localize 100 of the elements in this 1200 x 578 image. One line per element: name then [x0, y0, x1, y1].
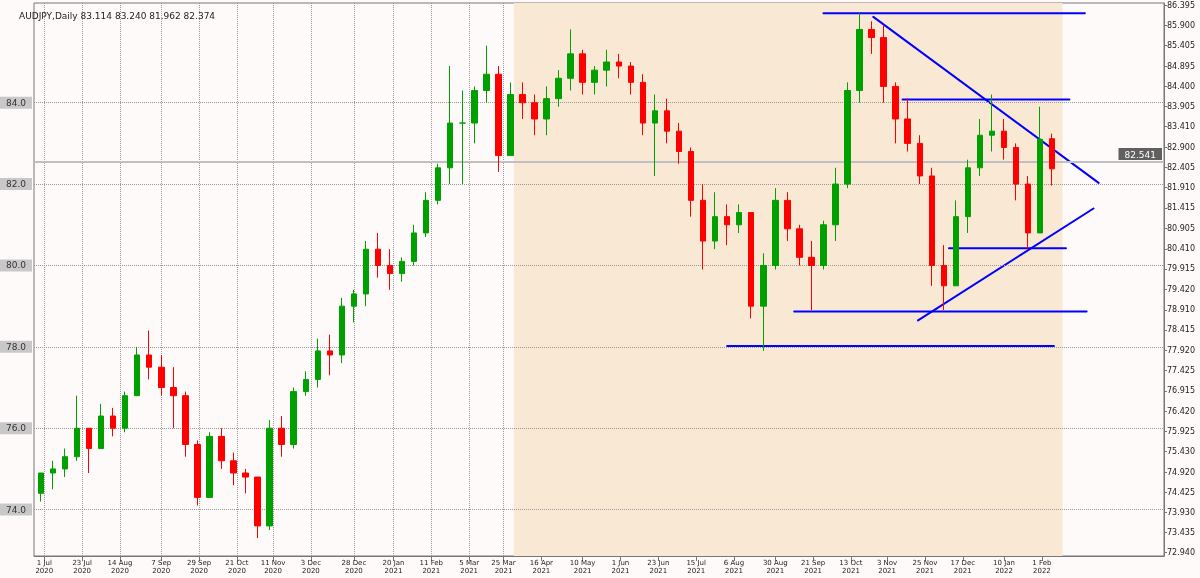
- y-tick-label: 85.405: [1167, 41, 1195, 51]
- y-tick-label: 74.920: [1167, 467, 1195, 477]
- candlestick: [471, 85, 478, 144]
- candlestick: [832, 167, 839, 242]
- candlestick: [278, 415, 285, 458]
- ref-line-label: 82.0: [5, 179, 27, 190]
- candlestick: [254, 476, 261, 539]
- y-tick-label: 73.435: [1167, 528, 1195, 538]
- y-tick-label: 78.910: [1167, 305, 1195, 315]
- candlestick: [724, 203, 730, 246]
- candlestick: [628, 61, 634, 96]
- y-tick-label: 73.930: [1167, 507, 1195, 517]
- candlestick: [290, 387, 297, 450]
- candlestick: [784, 191, 791, 242]
- candlestick: [965, 159, 971, 234]
- candlestick: [820, 220, 827, 271]
- text: AUDJPY,Daily 83.114 83.240 81.962 82.374: [19, 10, 216, 21]
- candlestick: [266, 419, 273, 531]
- candlestick: [447, 65, 453, 185]
- candlestick: [543, 85, 550, 136]
- candlestick: [989, 94, 995, 153]
- candlestick: [676, 122, 682, 165]
- candlestick: [170, 366, 177, 429]
- candlestick: [748, 212, 754, 319]
- candlestick: [603, 49, 610, 87]
- y-tick-label: 79.420: [1167, 284, 1195, 294]
- y-tick-label: 75.430: [1167, 446, 1195, 456]
- candlestick: [110, 407, 116, 437]
- y-tick-label: 81.415: [1167, 203, 1195, 213]
- y-tick-label: 76.915: [1167, 386, 1195, 396]
- candlestick: [495, 65, 502, 173]
- candlestick: [868, 20, 875, 55]
- y-tick-label: 80.905: [1167, 224, 1195, 234]
- candlestick: [315, 338, 321, 389]
- candlestick: [423, 191, 429, 238]
- y-tick-label: 80.410: [1167, 244, 1195, 254]
- candlestick: [616, 53, 622, 79]
- candlestick: [977, 118, 983, 177]
- candlestick: [591, 65, 598, 96]
- candlestick: [411, 224, 417, 266]
- ref-line-label: 76.0: [5, 423, 27, 434]
- candlestick: [880, 24, 887, 104]
- candlestick: [483, 45, 490, 104]
- candlestick: [230, 452, 237, 486]
- ref-line-label: 74.0: [5, 504, 27, 515]
- y-tick-label: 85.900: [1167, 20, 1195, 30]
- candlestick: [1037, 106, 1043, 234]
- y-tick-label: 75.925: [1167, 426, 1195, 436]
- y-tick-label: 72.940: [1167, 548, 1195, 558]
- candlestick: [929, 167, 935, 287]
- candlestick: [953, 199, 959, 287]
- candlestick: [1001, 118, 1007, 161]
- candlestick: [856, 12, 863, 104]
- candlestick: [339, 297, 345, 364]
- ref-line-label: 80.0: [5, 260, 27, 271]
- candlestick: [640, 73, 646, 136]
- candlestick: [206, 431, 213, 498]
- ref-line-label: 78.0: [5, 341, 27, 352]
- candlestick: [98, 403, 104, 450]
- y-tick-label: 82.900: [1167, 142, 1195, 152]
- y-tick-label: 76.420: [1167, 406, 1195, 416]
- candlestick: [507, 81, 514, 157]
- candlestick: [74, 395, 80, 462]
- y-tick-label: 82.405: [1167, 163, 1195, 173]
- y-tick-label: 77.920: [1167, 345, 1195, 355]
- candlestick: [688, 146, 694, 218]
- candlestick: [387, 248, 393, 291]
- candlestick: [182, 391, 189, 458]
- candlestick: [579, 49, 586, 96]
- y-tick-label: 86.395: [1167, 0, 1195, 10]
- candlestick: [62, 448, 68, 478]
- candlestick: [941, 244, 947, 311]
- candlestick: [531, 94, 538, 136]
- candlestick: [664, 98, 670, 144]
- candlestick: [399, 256, 405, 283]
- ref-line-label: 82.541: [1124, 149, 1156, 160]
- candlestick: [351, 289, 357, 323]
- candlestick: [892, 81, 899, 144]
- candlestick: [375, 232, 381, 279]
- candlestick: [146, 330, 152, 380]
- y-tick-label: 74.425: [1167, 487, 1195, 497]
- candlestick: [760, 252, 767, 352]
- y-tick-label: 81.910: [1167, 183, 1195, 193]
- candlestick: [519, 81, 526, 120]
- candlestick: [700, 183, 706, 271]
- candlestick: [134, 346, 140, 397]
- y-tick-label: 83.905: [1167, 102, 1195, 112]
- candlestick: [122, 391, 128, 433]
- y-tick-label: 84.400: [1167, 81, 1195, 91]
- candlestick: [712, 191, 718, 250]
- y-tick-label: 84.895: [1167, 61, 1195, 71]
- y-tick-label: 79.915: [1167, 264, 1195, 274]
- candlestick: [327, 334, 333, 376]
- ref-line-label: 84.0: [5, 97, 27, 108]
- candlestick: [567, 28, 574, 91]
- candlestick: [38, 472, 44, 502]
- candlestick: [1049, 133, 1055, 187]
- candlestick: [652, 94, 658, 177]
- candlestick: [459, 89, 466, 185]
- candlestick: [218, 427, 225, 470]
